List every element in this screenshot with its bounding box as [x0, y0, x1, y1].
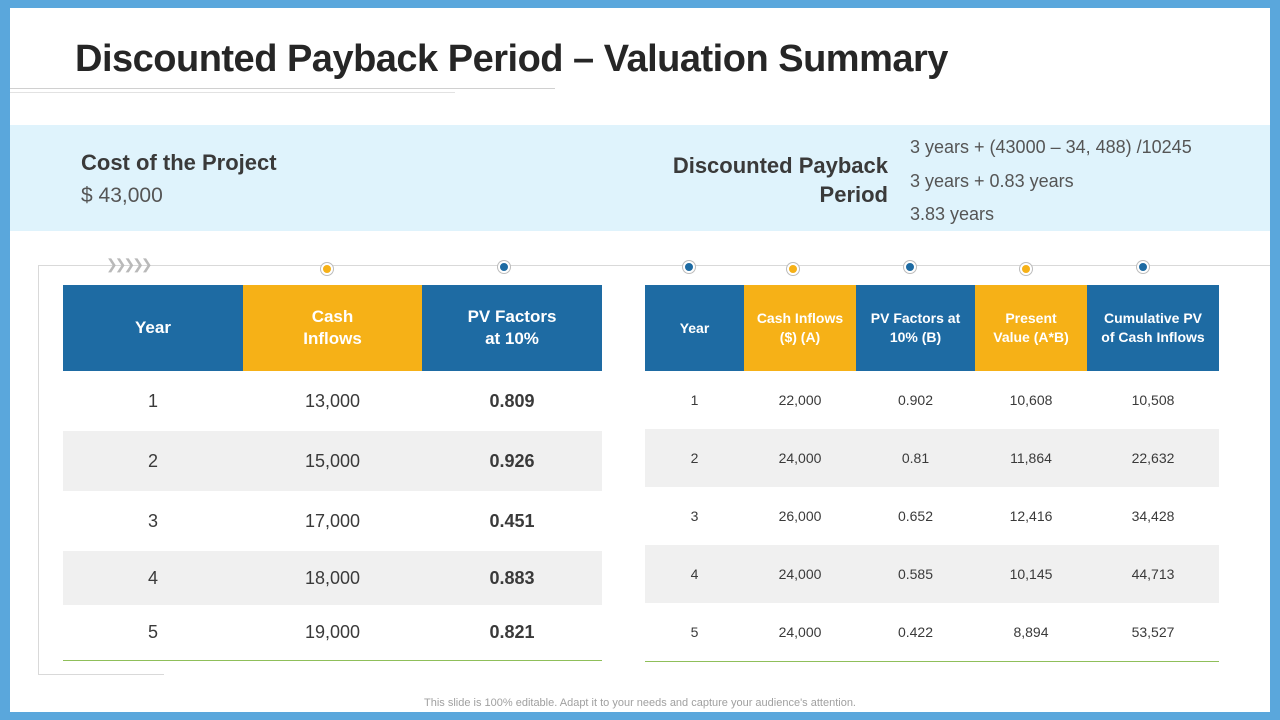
- dpp-label-line2: Period: [819, 182, 888, 207]
- header-year: Year: [645, 285, 744, 371]
- summary-band: [10, 125, 1270, 231]
- blue-dot-icon: [1137, 261, 1149, 273]
- page-title: Discounted Payback Period – Valuation Su…: [75, 38, 948, 80]
- title-underline-secondary: [10, 92, 455, 93]
- cell-year: 2: [645, 429, 744, 487]
- header-year: Year: [63, 285, 243, 371]
- panel-border-left: [38, 265, 39, 675]
- table-row: 5 24,000 0.422 8,894 53,527: [645, 603, 1219, 662]
- discounted-cash-flow-table: Year Cash Inflows ($) (A) PV Factors at …: [645, 285, 1219, 662]
- panel-border-top: [38, 265, 1270, 266]
- cell-pv-factor: 0.926: [422, 431, 602, 491]
- dpp-label: Discounted Payback Period: [650, 151, 888, 209]
- header-present-value: Present Value (A*B): [975, 285, 1087, 371]
- cell-pv-factor: 0.902: [897, 392, 934, 408]
- table-row: 1 13,000 0.809: [63, 371, 602, 431]
- header-year-text: Year: [135, 318, 171, 337]
- blue-dot-icon: [904, 261, 916, 273]
- cell-cash-inflow: 24,000: [744, 429, 856, 487]
- header-year-text: Year: [679, 319, 710, 336]
- cell-present-value: 10,608: [1009, 392, 1053, 408]
- cell-year: 1: [147, 390, 158, 411]
- header-cash-inflows-line2: Inflows: [303, 329, 362, 348]
- blue-dot-icon: [498, 261, 510, 273]
- dpp-calc-line-3: 3.83 years: [910, 204, 995, 224]
- table-row: 5 19,000 0.821: [63, 605, 602, 661]
- table-row: 2 24,000 0.81 11,864 22,632: [645, 429, 1219, 487]
- table-row: 1 22,000 0.902 10,608 10,508: [645, 371, 1219, 429]
- header-present-value-line1: Present: [1005, 310, 1057, 326]
- header-present-value-line2: Value (A*B): [993, 329, 1069, 345]
- header-cash-inflows: Cash Inflows ($) (A): [744, 285, 856, 371]
- cell-year: 4: [645, 545, 744, 603]
- cell-cumulative-pv: 44,713: [1087, 545, 1219, 603]
- cell-year: 5: [63, 605, 243, 661]
- header-pv-factors-line1: PV Factors: [467, 307, 557, 326]
- cell-pv-factor: 0.652: [897, 508, 934, 524]
- header-cash-inflows: Cash Inflows: [243, 285, 422, 371]
- header-pv-factors-line2: 10% (B): [889, 329, 942, 345]
- cell-cash-inflow: 18,000: [243, 551, 422, 605]
- table-row: 3 26,000 0.652 12,416 34,428: [645, 487, 1219, 545]
- cell-cash-inflow: 26,000: [778, 508, 822, 524]
- cell-cumulative-pv: 22,632: [1087, 429, 1219, 487]
- cell-cumulative-pv: 53,527: [1087, 603, 1219, 662]
- cell-cash-inflow: 22,000: [778, 392, 822, 408]
- header-cumulative-pv-line2: of Cash Inflows: [1101, 329, 1205, 345]
- cell-cash-inflow: 19,000: [243, 605, 422, 661]
- header-cumulative-pv: Cumulative PV of Cash Inflows: [1087, 285, 1219, 371]
- cell-year: 2: [63, 431, 243, 491]
- dpp-calc-line-2: 3 years + 0.83 years: [910, 171, 1074, 191]
- header-cumulative-pv-line1: Cumulative PV: [1103, 310, 1203, 326]
- cell-year: 3: [147, 510, 158, 531]
- cell-cash-inflow: 24,000: [744, 545, 856, 603]
- slide: Discounted Payback Period – Valuation Su…: [10, 8, 1270, 712]
- cell-cash-inflow: 24,000: [744, 603, 856, 662]
- cost-value: $ 43,000: [81, 184, 163, 207]
- header-pv-factors: PV Factors at 10%: [422, 285, 602, 371]
- cell-pv-factor: 0.883: [422, 551, 602, 605]
- panel-border-bottom: [38, 674, 164, 675]
- cost-label: Cost of the Project: [81, 150, 277, 175]
- cell-cash-inflow: 15,000: [243, 431, 422, 491]
- cell-year: 4: [63, 551, 243, 605]
- gold-dot-icon: [787, 263, 799, 275]
- header-cash-inflows-line2: ($) (A): [779, 329, 821, 345]
- cell-year: 1: [690, 392, 699, 408]
- header-pv-factors-line1: PV Factors at: [870, 310, 961, 326]
- cell-pv-factor: 0.585: [856, 545, 975, 603]
- table-row: 4 18,000 0.883: [63, 551, 602, 605]
- dpp-calc-line-1: 3 years + (43000 – 34, 488) /10245: [910, 137, 1192, 157]
- table-row: 2 15,000 0.926: [63, 431, 602, 491]
- cell-pv-factor: 0.422: [856, 603, 975, 662]
- cell-pv-factor: 0.81: [856, 429, 975, 487]
- title-underline: [10, 88, 555, 89]
- gold-dot-icon: [1020, 263, 1032, 275]
- cell-pv-factor: 0.821: [422, 605, 602, 661]
- header-pv-factors: PV Factors at 10% (B): [856, 285, 975, 371]
- cell-cumulative-pv: 34,428: [1131, 508, 1175, 524]
- header-cash-inflows-line1: Cash Inflows: [756, 310, 844, 326]
- cell-cash-inflow: 13,000: [304, 390, 361, 411]
- cell-year: 5: [645, 603, 744, 662]
- footer-note: This slide is 100% editable. Adapt it to…: [424, 697, 856, 709]
- chevrons-right-icon: ❯❯❯❯❯: [106, 256, 153, 272]
- header-pv-factors-line2: at 10%: [485, 329, 539, 348]
- table-row: 3 17,000 0.451: [63, 491, 602, 551]
- cell-cash-inflow: 17,000: [304, 510, 361, 531]
- cell-present-value: 8,894: [975, 603, 1087, 662]
- cell-present-value: 11,864: [975, 429, 1087, 487]
- header-cash-inflows-line1: Cash: [311, 307, 354, 326]
- cell-year: 3: [690, 508, 699, 524]
- blue-dot-icon: [683, 261, 695, 273]
- gold-dot-icon: [321, 263, 333, 275]
- cash-inflow-table: Year Cash Inflows PV Factors at 10% 1 13…: [63, 285, 602, 661]
- dpp-label-line1: Discounted Payback: [672, 153, 888, 178]
- cell-present-value: 10,145: [975, 545, 1087, 603]
- cell-pv-factor: 0.809: [489, 390, 535, 411]
- cell-pv-factor: 0.451: [489, 510, 535, 531]
- table-row: 4 24,000 0.585 10,145 44,713: [645, 545, 1219, 603]
- cell-present-value: 12,416: [1009, 508, 1053, 524]
- cell-cumulative-pv: 10,508: [1131, 392, 1175, 408]
